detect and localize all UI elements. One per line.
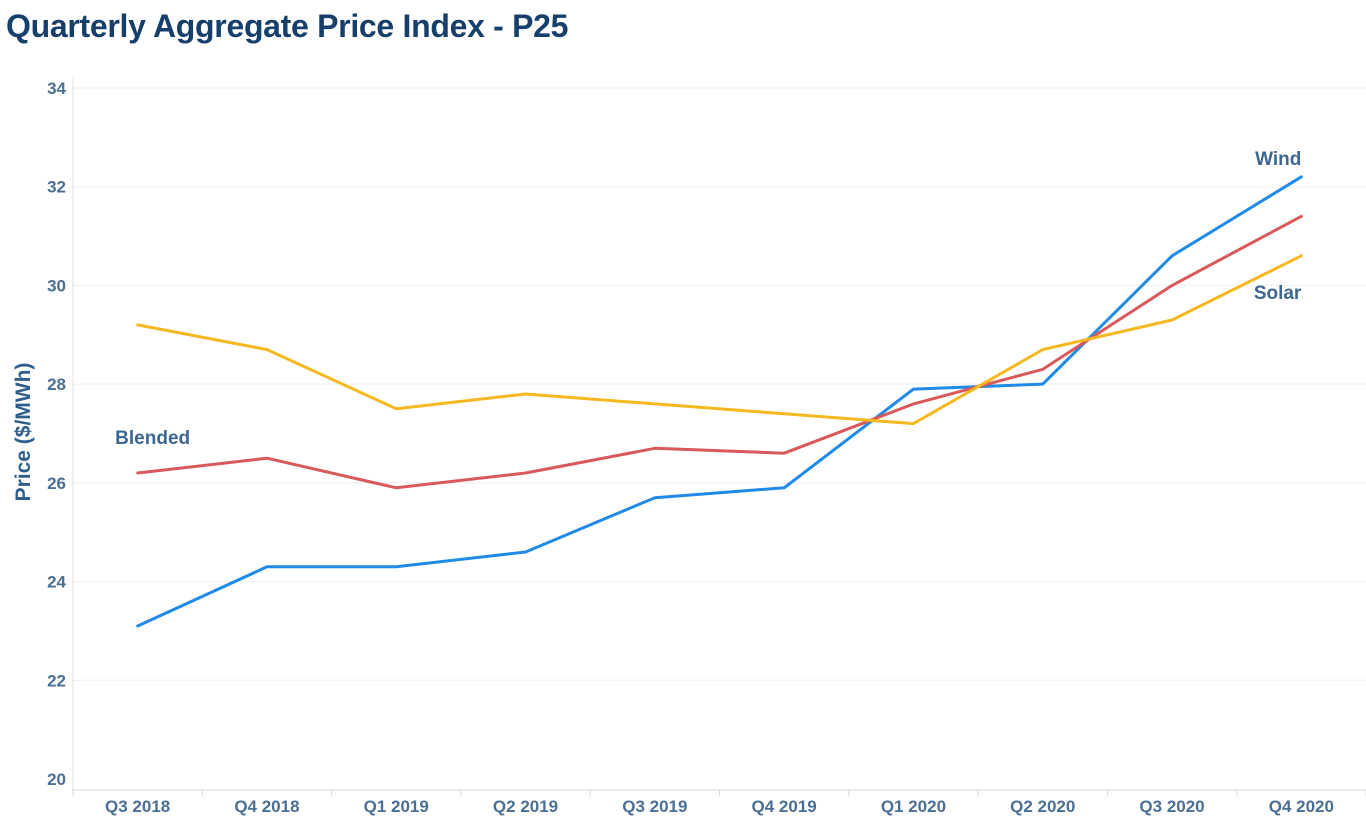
x-tick-label: Q1 2020 <box>881 797 946 816</box>
series-line-wind <box>136 175 1303 628</box>
axes: 20 22 24 26 28 30 32 34 Q3 2018 Q4 2018 Q1 2019 Q2 … <box>47 77 1366 816</box>
y-axis-title: Price ($/MWh) <box>12 363 35 502</box>
page-title: Quarterly Aggregate Price Index - P25 <box>6 8 569 44</box>
x-tick-label: Q4 2018 <box>234 797 299 816</box>
x-tick-label: Q2 2019 <box>493 797 558 816</box>
y-tick-label: 34 <box>47 79 66 98</box>
series-label-blended: Blended <box>115 428 190 449</box>
x-tick-label: Q1 2019 <box>364 797 429 816</box>
series-label-solar: Solar <box>1254 283 1302 304</box>
x-tick-label: Q3 2020 <box>1139 797 1204 816</box>
x-tick-label: Q4 2020 <box>1269 797 1334 816</box>
x-tick-label: Q3 2019 <box>622 797 687 816</box>
series-line-solar <box>136 254 1303 426</box>
y-tick-label: 26 <box>47 474 66 493</box>
series-label-wind: Wind <box>1255 149 1301 170</box>
y-tick-label: 22 <box>47 671 66 690</box>
y-tick-label: 28 <box>47 375 66 394</box>
y-tick-label: 30 <box>47 276 66 295</box>
y-tick-label: 32 <box>47 178 66 197</box>
gridlines <box>73 87 1366 681</box>
y-tick-label: 20 <box>47 770 66 789</box>
series-lines <box>136 175 1303 628</box>
series-labels: Wind Blended Solar <box>115 149 1302 449</box>
x-tick-label: Q2 2020 <box>1010 797 1075 816</box>
y-tick-label: 24 <box>47 573 66 592</box>
series-line-blended <box>136 214 1303 490</box>
x-tick-label: Q4 2019 <box>752 797 817 816</box>
x-tick-label: Q3 2018 <box>105 797 170 816</box>
